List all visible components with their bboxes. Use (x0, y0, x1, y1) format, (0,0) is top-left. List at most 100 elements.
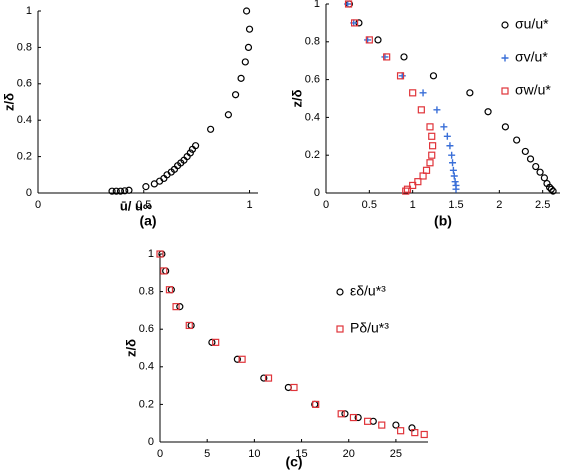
point (142, 183, 150, 191)
point (452, 185, 460, 193)
point (231, 91, 240, 99)
point (364, 36, 372, 44)
point (365, 36, 373, 44)
point (344, 0, 353, 8)
legend-marker (336, 288, 344, 296)
point (451, 178, 459, 186)
point (156, 250, 164, 258)
point (484, 108, 492, 116)
point (160, 267, 168, 275)
y-axis-label: z/δ (123, 339, 138, 357)
point (383, 53, 391, 61)
point (125, 186, 133, 194)
point (237, 74, 245, 82)
y-tick-label: 0.6 (17, 78, 32, 90)
point (428, 132, 436, 140)
point (419, 172, 427, 180)
point (450, 172, 458, 180)
point (536, 168, 544, 176)
x-tick-label: 10 (248, 448, 260, 460)
point (108, 187, 116, 195)
point (420, 430, 428, 439)
y-tick-label: 0.4 (17, 114, 32, 126)
point (185, 321, 193, 330)
point (433, 106, 441, 114)
y-tick-label: 0 (314, 187, 320, 199)
panel-label: (a) (139, 213, 156, 229)
y-tick-label: 0.6 (305, 74, 320, 86)
point (374, 36, 382, 44)
y-tick-label: 0.6 (139, 323, 154, 335)
x-tick-label: 0 (157, 448, 163, 460)
point (392, 421, 400, 429)
legend-label: εδ/u*³ (350, 283, 386, 299)
x-tick-label: 0 (35, 199, 41, 211)
point (341, 410, 349, 418)
y-tick-label: 0 (148, 436, 154, 448)
point (290, 383, 298, 392)
point (167, 286, 175, 294)
point (188, 145, 197, 153)
point (419, 89, 427, 97)
point (150, 180, 158, 188)
y-tick-label: 0.4 (305, 111, 320, 123)
y-axis-label: z/δ (289, 89, 304, 107)
point (354, 413, 362, 422)
point (207, 125, 215, 133)
panel-label: (b) (434, 213, 452, 229)
point (396, 72, 405, 80)
point (521, 147, 529, 156)
point (446, 142, 454, 150)
x-tick-label: 2 (496, 199, 502, 211)
x-tick-label: 1 (410, 199, 416, 211)
point (513, 136, 521, 144)
point (443, 132, 451, 140)
point (397, 427, 405, 435)
point (224, 111, 232, 119)
x-tick-label: 25 (390, 448, 402, 460)
legend-marker (336, 325, 344, 333)
y-tick-label: 1 (314, 0, 320, 10)
point (428, 151, 436, 159)
point (241, 58, 249, 66)
x-tick-label: 20 (343, 448, 355, 460)
point (260, 374, 268, 382)
point (242, 7, 251, 15)
x-tick-label: 2.5 (535, 199, 550, 211)
point (337, 410, 345, 418)
point (429, 72, 438, 80)
point (312, 400, 320, 408)
point (381, 53, 389, 61)
y-tick-label: 0.2 (305, 149, 320, 161)
point (112, 187, 120, 195)
point (547, 185, 555, 193)
point (264, 374, 273, 382)
point (429, 142, 437, 150)
point (400, 53, 408, 61)
point (440, 123, 448, 131)
point (409, 181, 417, 190)
point (121, 187, 129, 195)
point (402, 187, 410, 195)
legend-label: σu/u* (515, 16, 549, 32)
point (233, 355, 241, 363)
point (411, 429, 419, 437)
point (116, 187, 125, 195)
y-tick-label: 0 (26, 187, 32, 199)
point (187, 321, 195, 330)
point (364, 417, 372, 425)
y-tick-label: 0.4 (139, 361, 154, 373)
x-tick-label: 15 (295, 448, 307, 460)
x-tick-label: 0 (323, 199, 329, 211)
point (501, 123, 509, 131)
point (414, 178, 422, 186)
y-tick-label: 0.2 (17, 151, 32, 163)
point (378, 421, 386, 429)
point (540, 174, 549, 182)
y-tick-label: 0.8 (17, 41, 32, 53)
point (349, 413, 358, 422)
panel-label: (c) (285, 454, 302, 470)
point (409, 89, 417, 97)
